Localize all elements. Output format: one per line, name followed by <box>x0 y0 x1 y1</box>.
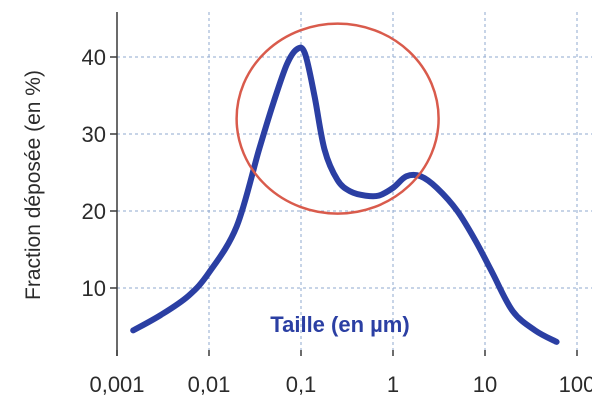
labels-layer: Fraction déposée (en %) Taille (en µm) <box>22 70 410 337</box>
grid-layer <box>117 12 592 356</box>
y-tick-label: 20 <box>82 199 106 224</box>
series-layer <box>130 44 560 345</box>
axes-layer: 0,001 0,01 0,1 1 10 100 10 20 30 40 <box>82 12 592 397</box>
annotation-layer <box>235 22 440 215</box>
x-tick-label: 1 <box>387 372 399 397</box>
x-tick-label: 0,1 <box>286 372 317 397</box>
y-tick-label: 40 <box>82 45 106 70</box>
y-tick-label: 30 <box>82 122 106 147</box>
series-line <box>130 44 560 345</box>
x-tick-label: 10 <box>473 372 497 397</box>
x-axis-title: Taille (en µm) <box>270 312 409 337</box>
y-tick-label: 10 <box>82 276 106 301</box>
x-tick-label: 0,001 <box>89 372 144 397</box>
x-tick-label: 100 <box>559 372 592 397</box>
highlight-circle <box>235 22 440 215</box>
y-axis-title: Fraction déposée (en %) <box>22 70 45 300</box>
x-tick-label: 0,01 <box>188 372 231 397</box>
